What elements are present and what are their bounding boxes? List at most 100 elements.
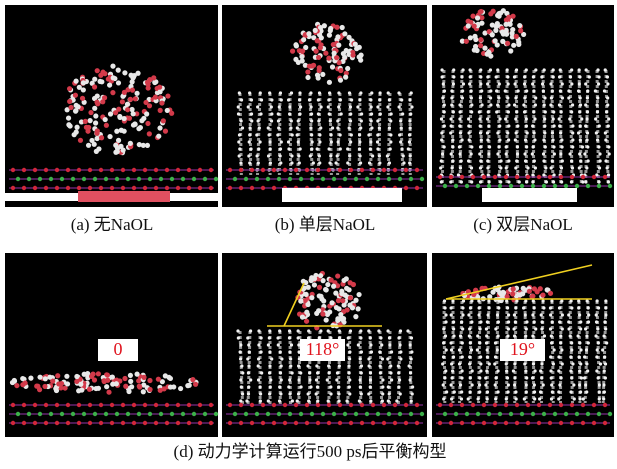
atom xyxy=(170,412,174,416)
atom xyxy=(37,375,42,380)
atom xyxy=(479,124,482,127)
atom xyxy=(579,159,582,162)
atom xyxy=(498,124,501,127)
atom xyxy=(296,126,299,129)
atom xyxy=(336,43,341,48)
atom xyxy=(526,131,529,134)
atom xyxy=(104,123,109,128)
atom xyxy=(185,383,190,388)
atom xyxy=(137,412,141,416)
atom xyxy=(115,412,119,416)
atom xyxy=(479,82,482,85)
atom xyxy=(479,145,482,148)
atom xyxy=(475,15,480,20)
atom xyxy=(259,112,262,115)
atom xyxy=(240,119,243,122)
atom xyxy=(516,42,521,47)
atom xyxy=(287,147,290,150)
atom xyxy=(297,154,300,157)
atom xyxy=(147,387,152,392)
atom xyxy=(409,378,412,381)
atom xyxy=(523,397,526,400)
atom xyxy=(420,412,424,416)
atom xyxy=(369,336,372,339)
atom xyxy=(468,68,471,71)
atom xyxy=(318,133,321,136)
atom xyxy=(477,397,480,400)
atom xyxy=(518,180,521,183)
atom xyxy=(312,276,317,281)
atom xyxy=(579,124,582,127)
atom xyxy=(228,421,232,425)
atom xyxy=(445,348,448,351)
atom xyxy=(297,119,300,122)
atom xyxy=(513,383,516,386)
atom xyxy=(550,341,553,344)
atom xyxy=(268,364,271,367)
atom xyxy=(594,89,597,92)
atom xyxy=(335,34,340,39)
atom xyxy=(558,383,561,386)
atom xyxy=(325,312,330,317)
atom xyxy=(465,184,469,188)
atom xyxy=(515,68,518,71)
atom xyxy=(257,357,260,360)
atom xyxy=(460,75,463,78)
atom xyxy=(360,371,363,374)
atom xyxy=(504,89,507,92)
atom xyxy=(552,110,555,113)
atom xyxy=(467,131,470,134)
atom xyxy=(579,138,582,141)
atom xyxy=(283,403,287,407)
atom xyxy=(507,124,510,127)
atom xyxy=(77,403,81,407)
atom xyxy=(371,421,375,425)
atom xyxy=(335,161,338,164)
atom xyxy=(382,168,386,172)
atom xyxy=(487,412,491,416)
highlight-bar xyxy=(78,191,170,202)
atom xyxy=(579,327,582,330)
atom xyxy=(583,376,586,379)
atom xyxy=(248,133,251,136)
atom xyxy=(105,372,110,377)
atom xyxy=(559,421,563,425)
atom xyxy=(277,343,280,346)
atom xyxy=(386,329,389,332)
chain xyxy=(442,70,444,185)
atom xyxy=(380,343,383,346)
atom xyxy=(335,273,340,278)
atom xyxy=(504,403,508,407)
atom xyxy=(445,390,448,393)
atom xyxy=(452,68,455,71)
atom xyxy=(504,117,507,120)
atom xyxy=(81,80,86,85)
atom xyxy=(343,412,347,416)
atom xyxy=(457,173,460,176)
atom xyxy=(369,378,372,381)
atom xyxy=(557,369,560,372)
atom xyxy=(239,421,243,425)
atom xyxy=(480,89,483,92)
atom xyxy=(269,147,272,150)
atom xyxy=(451,145,454,148)
atom xyxy=(560,166,563,169)
atom xyxy=(297,378,300,381)
atom xyxy=(452,75,455,78)
atom xyxy=(496,131,499,134)
atom xyxy=(322,23,327,28)
atom xyxy=(410,91,413,94)
atom xyxy=(301,37,306,42)
atom xyxy=(400,147,403,150)
atom xyxy=(480,103,483,106)
atom xyxy=(578,166,581,169)
atom xyxy=(543,68,546,71)
atom xyxy=(558,117,561,120)
atom xyxy=(442,397,445,400)
atom xyxy=(550,166,553,169)
atom xyxy=(513,362,516,365)
atom xyxy=(246,357,249,360)
atom xyxy=(71,177,75,181)
atom xyxy=(469,75,472,78)
atom xyxy=(393,403,397,407)
